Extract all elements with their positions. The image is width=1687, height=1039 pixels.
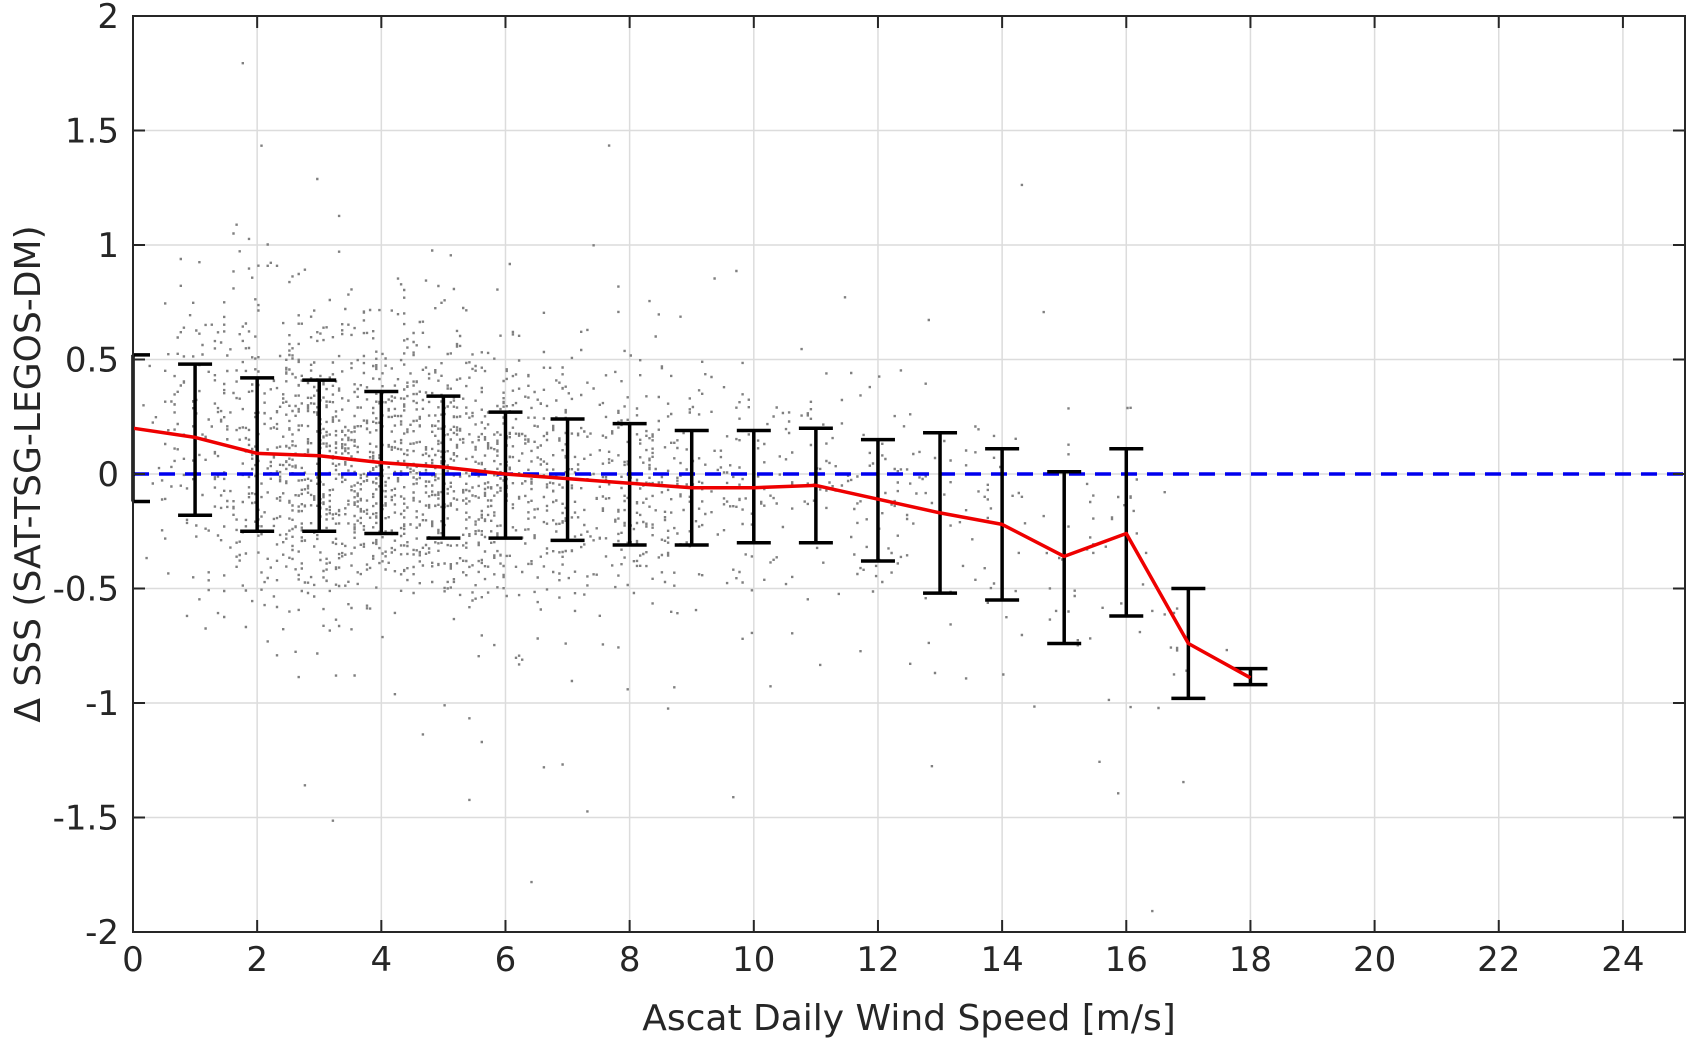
- mean-series-line: [132, 426, 1252, 680]
- y-tick-label: -1: [85, 684, 119, 724]
- x-tick-label: 20: [1353, 940, 1396, 980]
- x-tick-label: 2: [246, 940, 268, 980]
- x-tick-label: 18: [1229, 940, 1272, 980]
- x-tick-label: 14: [980, 940, 1023, 980]
- x-tick-label: 16: [1105, 940, 1148, 980]
- y-tick-label: -2: [85, 913, 119, 953]
- y-axis-label: Δ SSS (SAT-TSG-LEGOS-DM): [8, 225, 49, 722]
- x-tick-label: 8: [619, 940, 641, 980]
- x-tick-label: 22: [1477, 940, 1520, 980]
- y-tick-label: 1: [97, 226, 119, 266]
- y-tick-label: 0.5: [65, 341, 119, 381]
- tick-labels: 0 2 4 6 8 10 12 14 16 18 20 22 2421.510.50-0.5-1-1.5…: [53, 0, 1645, 980]
- y-tick-label: 0: [97, 455, 119, 495]
- grid: [132, 15, 1685, 933]
- axes: [132, 15, 1686, 933]
- x-axis-label: Ascat Daily Wind Speed [m/s]: [642, 998, 1176, 1039]
- x-tick-label: 10: [732, 940, 775, 980]
- x-tick-label: 4: [370, 940, 392, 980]
- mean-line: [132, 426, 1252, 680]
- x-tick-label: 0: [122, 940, 144, 980]
- y-tick-label: -0.5: [53, 570, 119, 610]
- y-tick-label: 2: [97, 0, 119, 37]
- x-tick-label: 24: [1601, 940, 1644, 980]
- y-tick-label: -1.5: [53, 799, 119, 839]
- x-tick-label: 6: [495, 940, 517, 980]
- x-tick-label: 12: [856, 940, 899, 980]
- y-tick-label: 1.5: [65, 112, 119, 152]
- error-bar: [178, 362, 213, 517]
